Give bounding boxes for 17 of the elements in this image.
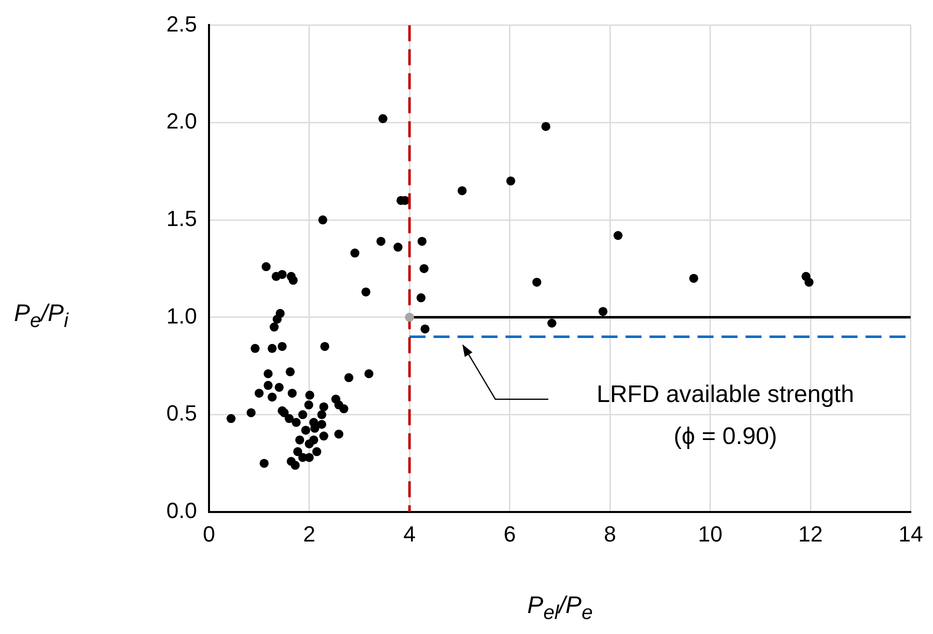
x-tick-label: 10	[698, 521, 723, 546]
annotation: LRFD available strength (ϕ = 0.90)	[596, 380, 854, 450]
x-tick-label: 0	[202, 521, 216, 546]
y-tick-label: 1.5	[166, 206, 197, 231]
y-tick-label: 1.0	[166, 303, 197, 328]
y-tick-label: 0.5	[166, 400, 197, 426]
x-axis-title: P$_{el}$/P$_{e}$	[527, 592, 593, 625]
y-tick-label: 0.0	[166, 498, 197, 524]
x-tick-label: 12	[798, 521, 823, 546]
y-axis-title: P$_{e}$/P$_{i}$	[14, 300, 68, 333]
x-tick-label: 8	[604, 521, 616, 546]
x-tick-label: 14	[898, 521, 924, 546]
x-tick-label: 6	[504, 521, 516, 546]
y-tick-label: 2.5	[166, 11, 197, 36]
x-tick-label: 4	[403, 521, 416, 546]
x-tick-label: 2	[303, 521, 316, 546]
y-tick-label: 2.0	[166, 108, 197, 134]
